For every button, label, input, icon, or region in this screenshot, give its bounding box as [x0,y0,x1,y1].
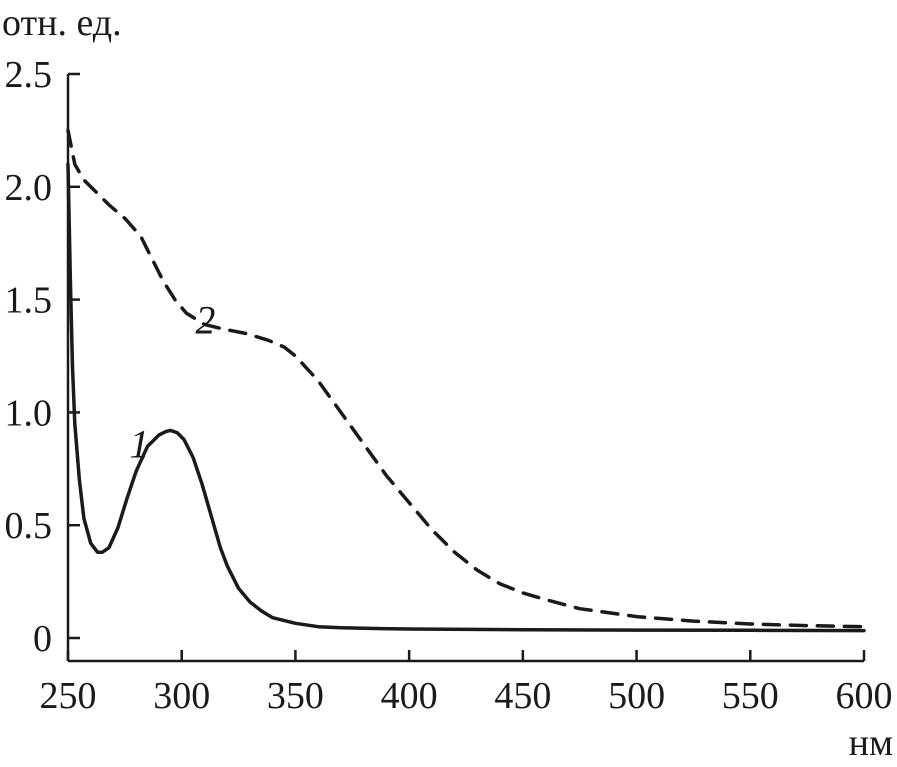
y-tick-label: 1.0 [5,392,53,434]
x-tick-label: 600 [836,675,893,717]
y-tick-label: 0.5 [5,505,53,547]
x-tick-label: 300 [153,675,210,717]
y-tick-label: 2.0 [5,167,53,209]
y-axis-title: отн. ед. [2,2,122,44]
x-tick-label: 400 [381,675,438,717]
y-tick-label: 0 [33,618,52,660]
series-2-line [66,128,866,629]
axis-ticks: 250 300 350 400 450 500 550 600 0 0.5 1.0 1.5 2.0 2.5 [5,54,893,717]
y-tick-label: 1.5 [5,280,53,322]
series-1-line [66,162,866,633]
x-tick-label: 500 [608,675,665,717]
x-axis-title: нм [849,722,893,764]
series-2-label: 2 [195,297,215,342]
series-labels: 12 [129,297,215,466]
chart-series [66,128,866,633]
x-tick-label: 550 [722,675,779,717]
y-tick-label: 2.5 [5,54,53,96]
x-tick-label: 350 [267,675,324,717]
x-tick-label: 250 [40,675,97,717]
series-1-label: 1 [129,422,149,467]
x-tick-label: 450 [494,675,551,717]
